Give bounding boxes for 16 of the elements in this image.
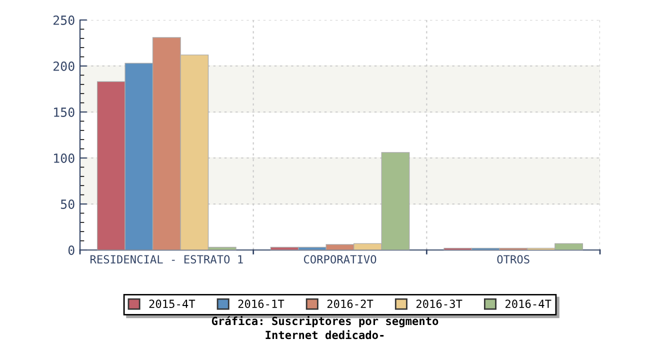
text: Gráfica: Suscriptores por segmento	[212, 316, 438, 328]
y-tick-label: 200	[53, 62, 74, 71]
legend-label: 2016-4T	[506, 300, 552, 308]
legend-label: 2016-2T	[327, 300, 374, 308]
y-tick-label: 50	[60, 200, 74, 209]
legend-label: 2016-3T	[416, 300, 462, 308]
x-tick-label: CORPORATIVO	[304, 255, 376, 264]
legend-label: 2015-4T	[149, 300, 196, 308]
y-tick-label: 150	[54, 108, 74, 117]
x-tick-label: OTROS	[497, 255, 530, 264]
y-tick-label: 0	[68, 246, 74, 255]
y-tick-label: 100	[54, 154, 74, 163]
x-tick-label: RESIDENCIAL - ESTRATO 1	[90, 255, 243, 264]
y-tick-label: 250	[53, 16, 74, 25]
text: Internet dedicado-	[266, 330, 384, 340]
legend-label: 2016-1T	[238, 300, 284, 308]
